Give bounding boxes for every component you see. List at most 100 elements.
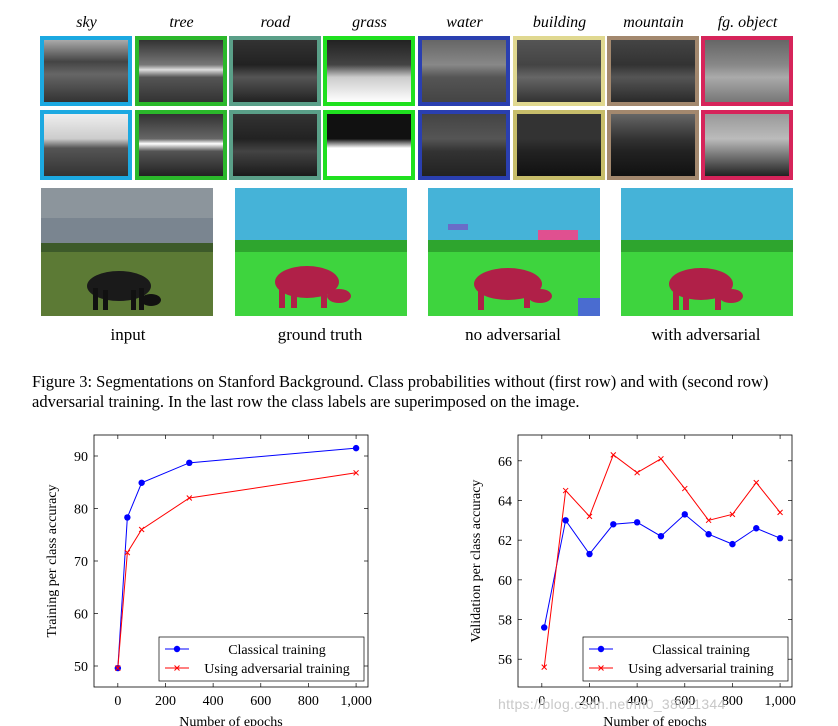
data-point: [541, 624, 548, 631]
y-axis-label: Validation per class accuracy: [469, 480, 484, 643]
prob-map-building-row2: [513, 110, 605, 180]
data-point: [186, 495, 193, 501]
legend-label: Classical training: [228, 643, 326, 658]
watermark: https://blog.csdn.net/m0_38011344: [498, 696, 726, 712]
data-point: [634, 469, 640, 476]
series-line: [117, 447, 357, 669]
data-point: [124, 549, 131, 556]
data-point: [705, 517, 712, 524]
legend-label: Using adversarial training: [628, 662, 773, 677]
legend-label: Using adversarial training: [204, 662, 349, 677]
legend-marker: [598, 665, 604, 671]
figure-caption: Figure 3: Segmentations on Stanford Back…: [32, 372, 769, 411]
prob-map-fg-object-row1: [701, 36, 793, 106]
prob-map-water-row1: [418, 36, 510, 106]
data-point: [705, 531, 712, 538]
data-point: [586, 550, 593, 558]
prob-map-sky-row2: [40, 110, 132, 180]
data-point: [777, 509, 783, 516]
data-point: [138, 526, 145, 533]
x-tick-label: 600: [674, 694, 695, 709]
x-tick-label: 800: [722, 694, 743, 709]
training-accuracy-chart: 0 200 400 600 800 1,000 50 60 70 80 90 Number of ep…: [45, 434, 372, 726]
x-tick-label: 200: [579, 694, 600, 709]
x-tick-label: 200: [155, 694, 176, 709]
data-point: [138, 479, 145, 486]
y-tick-label: 80: [74, 503, 88, 518]
class-label-mountain: mountain: [623, 14, 684, 31]
prob-map-building-row1: [513, 36, 605, 106]
prob-map-grass-row1: [323, 36, 415, 106]
class-label-tree: tree: [169, 14, 194, 31]
prob-map-water-row2: [418, 110, 510, 180]
class-label-grass: grass: [352, 14, 387, 31]
data-point: [633, 519, 641, 526]
legend-marker: [173, 645, 181, 653]
prob-map-mountain-row2: [607, 110, 699, 180]
x-tick-label: 600: [250, 694, 271, 709]
data-point: [753, 525, 760, 532]
class-label-sky: sky: [76, 14, 97, 31]
x-tick-label: 1,000: [340, 694, 372, 709]
data-point: [541, 664, 548, 671]
x-tick-label: 400: [627, 694, 648, 709]
data-point: [681, 511, 688, 518]
class-label-building: building: [532, 14, 587, 31]
y-tick-label: 62: [498, 534, 512, 549]
x-axis-label: Number of epochs: [603, 715, 706, 726]
class-label-fg-object: fg. object: [717, 14, 778, 31]
image-caption-input: input: [110, 325, 146, 344]
prob-map-road-row2: [229, 110, 321, 180]
prob-map-grass-row2: [323, 110, 415, 180]
data-point: [562, 517, 569, 524]
y-tick-label: 90: [74, 450, 88, 465]
y-tick-label: 58: [498, 614, 512, 629]
legend-label: Classical training: [652, 643, 750, 658]
series-line: [543, 454, 781, 668]
legend-marker: [174, 665, 180, 671]
data-point: [658, 455, 664, 462]
prob-map-tree-row1: [135, 36, 227, 106]
data-point: [729, 540, 736, 548]
y-tick-label: 50: [74, 660, 88, 675]
prob-map-mountain-row1: [607, 36, 699, 106]
x-tick-label: 800: [298, 694, 319, 709]
plot-frame: [517, 434, 793, 688]
with-adversarial-image: [621, 188, 793, 316]
data-point: [352, 444, 360, 452]
y-tick-label: 70: [74, 555, 88, 570]
data-point: [776, 534, 784, 542]
legend: [582, 636, 789, 682]
data-point: [114, 665, 121, 671]
prob-map-tree-row2: [135, 110, 227, 180]
x-tick-label: 400: [203, 694, 224, 709]
data-point: [586, 513, 593, 520]
prob-map-road-row1: [229, 36, 321, 106]
image-caption-no-adversarial: no adversarial: [465, 325, 561, 344]
data-point: [753, 479, 760, 486]
data-point: [124, 514, 131, 521]
legend: [158, 636, 365, 682]
y-tick-label: 60: [74, 608, 88, 623]
image-caption-with-adversarial: with adversarial: [651, 325, 761, 344]
data-point: [610, 521, 617, 528]
x-tick-label: 1,000: [764, 694, 796, 709]
image-caption-ground-truth: ground truth: [277, 325, 363, 344]
ground-truth-image: [235, 188, 407, 316]
data-point: [353, 469, 359, 476]
class-label-road: road: [260, 14, 291, 31]
x-tick-label: 0: [538, 694, 545, 709]
series-line: [543, 513, 781, 628]
no-adversarial-image: [428, 188, 600, 316]
y-tick-label: 64: [498, 494, 512, 509]
prob-map-sky-row1: [40, 36, 132, 106]
y-tick-label: 60: [498, 574, 512, 589]
data-point: [186, 459, 193, 467]
data-point: [681, 485, 688, 492]
x-axis-label: Number of epochs: [179, 715, 282, 726]
legend-marker: [597, 645, 605, 653]
y-axis-label: Training per class accuracy: [45, 484, 60, 637]
y-tick-label: 56: [498, 653, 512, 668]
x-tick-label: 0: [114, 694, 121, 709]
data-point: [562, 487, 569, 494]
